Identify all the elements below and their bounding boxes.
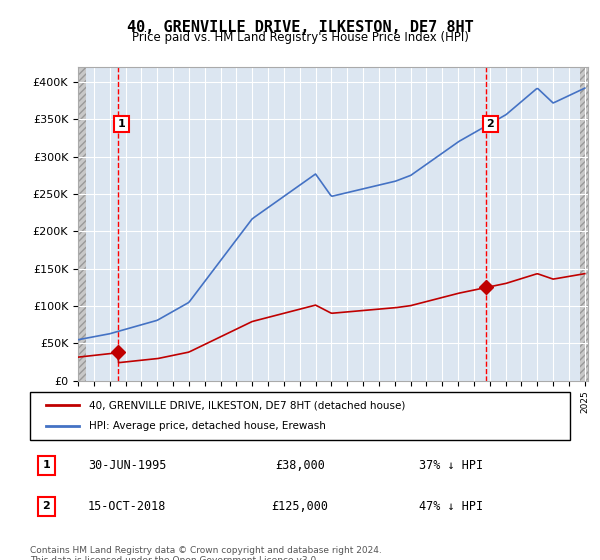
Text: 40, GRENVILLE DRIVE, ILKESTON, DE7 8HT (detached house): 40, GRENVILLE DRIVE, ILKESTON, DE7 8HT (… <box>89 400 406 410</box>
Text: Contains HM Land Registry data © Crown copyright and database right 2024.
This d: Contains HM Land Registry data © Crown c… <box>30 546 382 560</box>
Text: £38,000: £38,000 <box>275 459 325 472</box>
Text: 1: 1 <box>118 119 125 129</box>
Text: 30-JUN-1995: 30-JUN-1995 <box>88 459 166 472</box>
Text: 2: 2 <box>43 501 50 511</box>
Text: 15-OCT-2018: 15-OCT-2018 <box>88 500 166 512</box>
Bar <box>78 67 86 381</box>
Text: Price paid vs. HM Land Registry's House Price Index (HPI): Price paid vs. HM Land Registry's House … <box>131 31 469 44</box>
Text: £125,000: £125,000 <box>271 500 329 512</box>
Text: 2: 2 <box>487 119 494 129</box>
FancyBboxPatch shape <box>30 392 570 440</box>
Text: 37% ↓ HPI: 37% ↓ HPI <box>419 459 483 472</box>
Bar <box>78 67 86 381</box>
Bar <box>580 67 588 381</box>
Text: 1: 1 <box>43 460 50 470</box>
Text: 47% ↓ HPI: 47% ↓ HPI <box>419 500 483 512</box>
Text: 40, GRENVILLE DRIVE, ILKESTON, DE7 8HT: 40, GRENVILLE DRIVE, ILKESTON, DE7 8HT <box>127 20 473 35</box>
Text: HPI: Average price, detached house, Erewash: HPI: Average price, detached house, Erew… <box>89 421 326 431</box>
